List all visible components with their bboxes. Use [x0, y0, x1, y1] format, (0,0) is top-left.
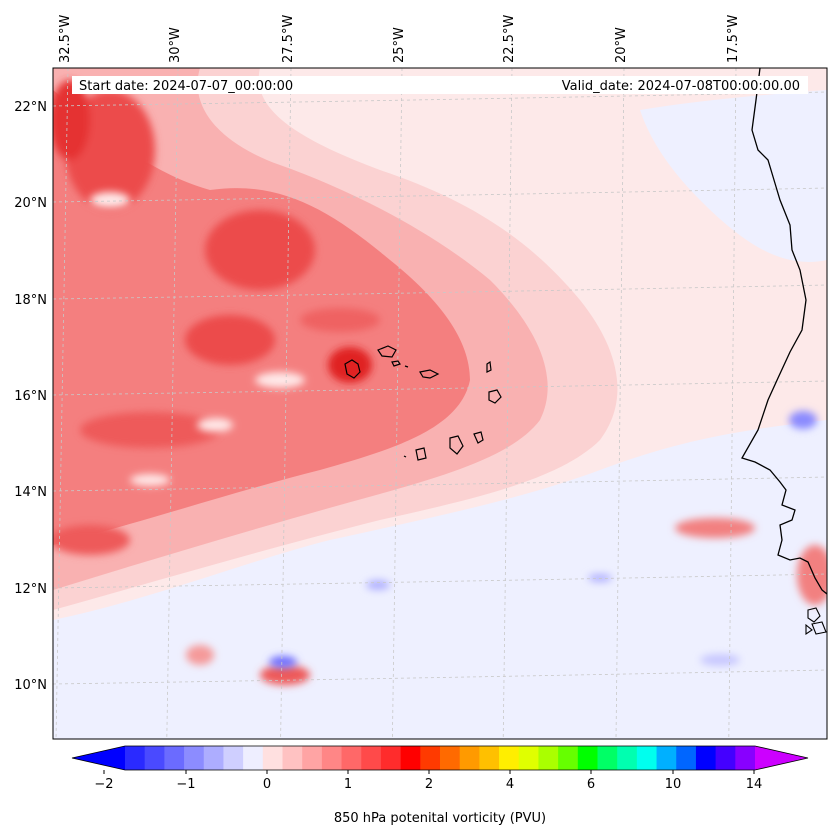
colorbar-extend-high	[755, 746, 808, 770]
meridian-line	[280, 68, 292, 739]
parallel-line	[53, 284, 827, 300]
colorbar-segment	[479, 746, 500, 770]
parallel-line	[53, 380, 827, 396]
colorbar-segment	[440, 746, 461, 770]
meridian-line	[615, 68, 625, 739]
africa-coastline	[741, 68, 827, 595]
colorbar: −2 −1 0 1 2 4 6 10 14	[71, 745, 809, 792]
colorbar-segment	[184, 746, 205, 770]
parallel-line	[53, 476, 827, 492]
colorbar-segment	[459, 746, 480, 770]
colorbar-segment	[164, 746, 185, 770]
colorbar-segment	[302, 746, 323, 770]
colorbar-segment	[518, 746, 539, 770]
start-date-text: Start date: 2024-07-07_00:00:00	[79, 79, 293, 94]
colorbar-tick-label: 0	[263, 777, 271, 792]
colorbar-tick-label: 1	[344, 777, 352, 792]
colorbar-tick-label: −2	[94, 777, 113, 792]
colorbar-segment	[243, 746, 264, 770]
colorbar-segment	[715, 746, 736, 770]
colorbar-segment	[577, 746, 598, 770]
lat-label: 18°N	[14, 293, 47, 308]
meridian-line	[502, 68, 513, 739]
colorbar-segment	[538, 746, 559, 770]
lon-label: 27.5°W	[281, 15, 296, 63]
colorbar-segment	[695, 746, 717, 770]
colorbar-tick-label: 14	[746, 777, 763, 792]
colorbar-segment	[262, 746, 283, 770]
lat-label: 12°N	[14, 582, 47, 597]
colorbar-segment	[558, 746, 579, 770]
colorbar-segment	[282, 746, 303, 770]
colorbar-segment	[735, 746, 756, 770]
map-panel	[53, 68, 827, 739]
lon-label: 25°W	[392, 27, 407, 63]
latitude-labels: 22°N 20°N 18°N 16°N 14°N 12°N 10°N	[14, 100, 47, 693]
colorbar-segment	[420, 746, 441, 770]
negative-pv-band-north	[640, 90, 827, 262]
colorbar-segment	[144, 746, 165, 770]
lat-label: 10°N	[14, 678, 47, 693]
colorbar-segment	[656, 746, 677, 770]
colorbar-segment	[597, 746, 618, 770]
lat-label: 16°N	[14, 389, 47, 404]
parallel-line	[53, 187, 827, 203]
parallel-line	[53, 91, 827, 107]
colorbar-segment	[676, 746, 697, 770]
colorbar-tick-label: 6	[587, 777, 595, 792]
colorbar-extend-low	[72, 746, 125, 770]
colorbar-tick-label: 10	[665, 777, 682, 792]
lat-label: 20°N	[14, 196, 47, 211]
cape-verde-islands	[344, 345, 502, 461]
pv-light-streaks	[90, 192, 305, 486]
meridian-line	[166, 68, 179, 739]
lon-label: 30°W	[168, 27, 183, 63]
africa-coastline-south	[805, 607, 827, 636]
meridian-line	[392, 68, 403, 739]
meridian-line	[728, 68, 737, 739]
colorbar-segment	[361, 746, 382, 770]
colorbar-segment	[617, 746, 638, 770]
colorbar-segment	[203, 746, 224, 770]
pv-core-blobs	[53, 80, 827, 685]
gridlines	[53, 68, 827, 739]
colorbar-tick-label: 4	[506, 777, 514, 792]
longitude-labels: 32.5°W 30°W 27.5°W 25°W 22.5°W 20°W 17.5°W	[58, 15, 741, 63]
colorbar-tick-label: 2	[425, 777, 433, 792]
meridian-line	[55, 68, 69, 739]
info-box	[72, 76, 808, 94]
colorbar-segment	[321, 746, 343, 770]
colorbar-segment	[223, 746, 244, 770]
colorbar-tick-label: −1	[176, 777, 195, 792]
lat-label: 22°N	[14, 100, 47, 115]
parallel-line	[53, 573, 827, 589]
colorbar-label: 850 hPa potenital vorticity (PVU)	[334, 811, 546, 826]
lon-label: 17.5°W	[726, 15, 741, 63]
parallel-line	[53, 669, 827, 685]
colorbar-segment	[636, 746, 658, 770]
lon-label: 20°W	[614, 27, 629, 63]
colorbar-segment	[499, 746, 520, 770]
lon-label: 22.5°W	[502, 15, 517, 63]
colorbar-segment	[380, 746, 402, 770]
valid-date-text: Valid_date: 2024-07-08T00:00:00.00	[562, 79, 800, 94]
lat-label: 14°N	[14, 485, 47, 500]
negative-pv-band	[53, 420, 827, 739]
colorbar-segment	[400, 746, 421, 770]
map-frame	[52, 67, 828, 740]
colorbar-segment	[341, 746, 362, 770]
colorbar-outline	[71, 745, 809, 771]
colorbar-segment	[125, 746, 146, 770]
lon-label: 32.5°W	[58, 15, 73, 63]
